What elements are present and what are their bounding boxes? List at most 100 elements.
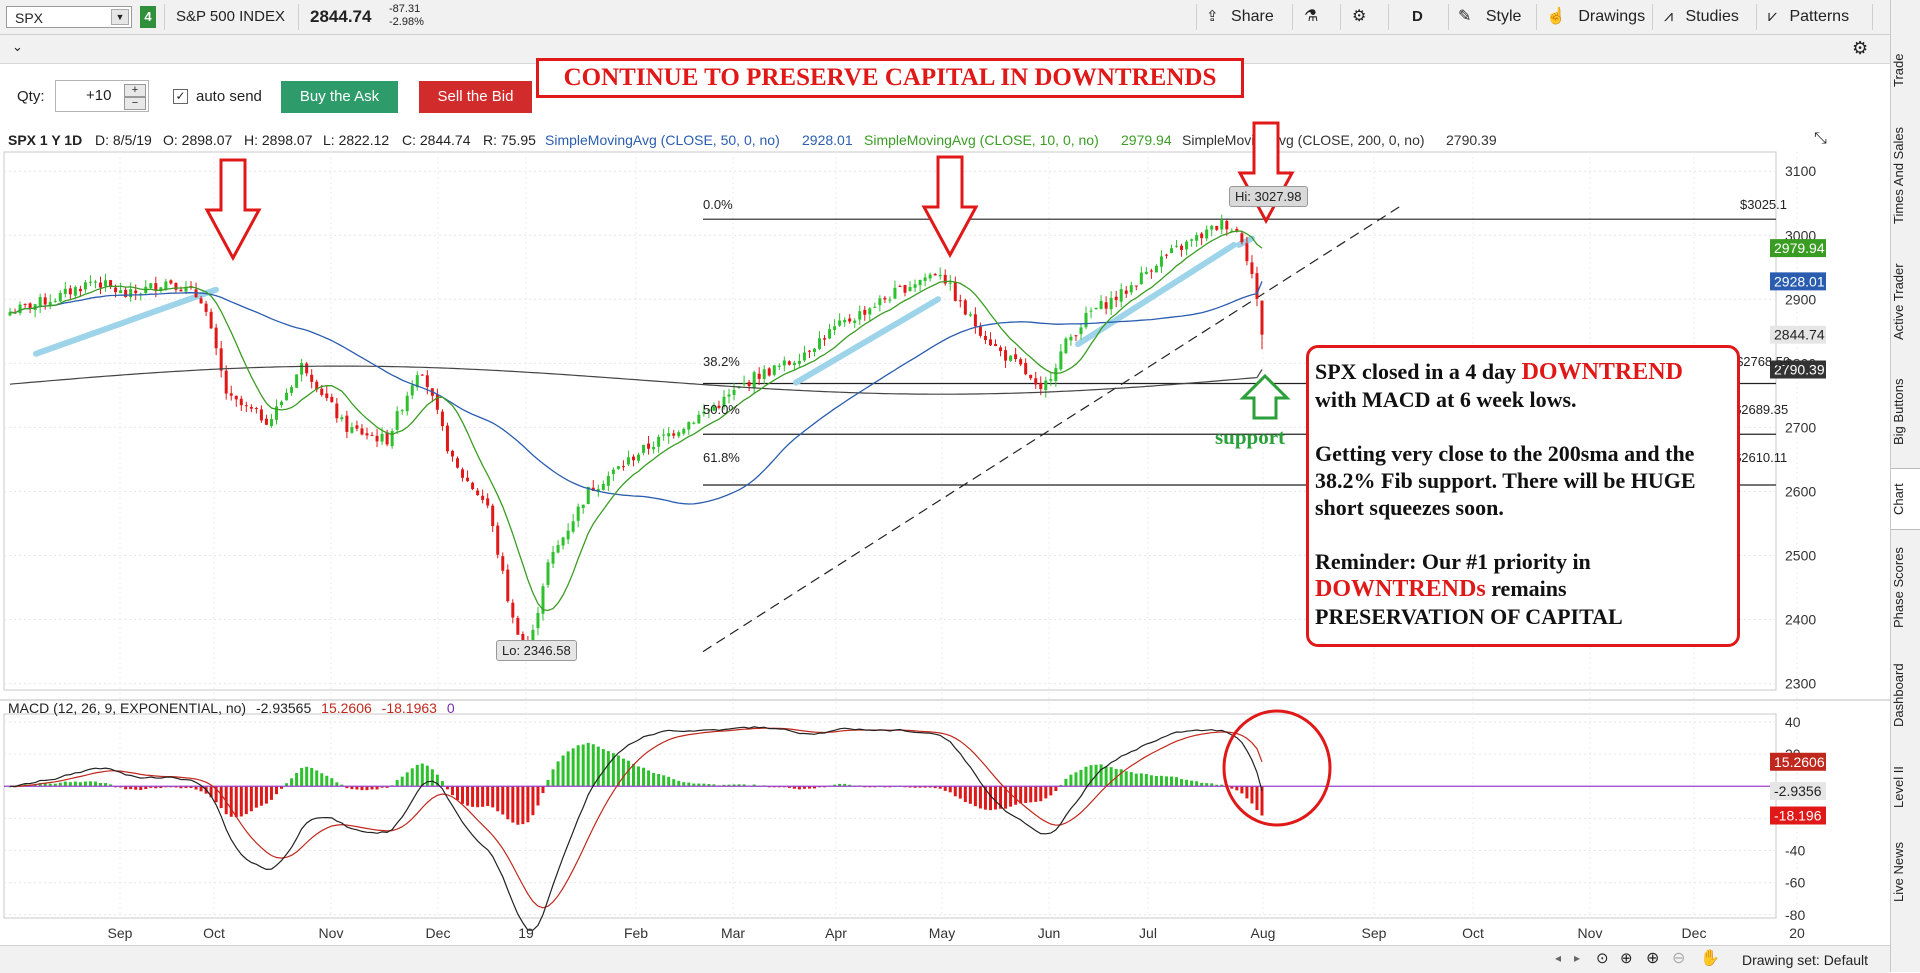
- macd-panel: [4, 726, 1776, 931]
- macd-histogram-bar: [43, 783, 47, 787]
- fit-icon[interactable]: ⊙: [1596, 950, 1609, 967]
- candle-body: [531, 629, 535, 650]
- scroll-left-icon[interactable]: ◂: [1555, 951, 1562, 965]
- tab-active-trader[interactable]: Active Trader: [1891, 263, 1906, 341]
- candle-body: [164, 281, 168, 290]
- candle: [73, 285, 77, 300]
- macd-histogram-bar: [787, 786, 791, 788]
- sma10-label[interactable]: SimpleMovingAvg (CLOSE, 10, 0, no): [864, 132, 1099, 148]
- share-button[interactable]: ⇪ Share: [1206, 5, 1274, 29]
- buy-the-ask-button[interactable]: Buy the Ask: [281, 81, 398, 113]
- candle: [124, 286, 128, 298]
- candle: [340, 414, 344, 422]
- style-button[interactable]: ✎ Style: [1458, 5, 1521, 29]
- zoom-out-icon[interactable]: ⊖: [1672, 950, 1686, 967]
- flask-icon[interactable]: ⚗: [1304, 8, 1319, 25]
- tab-big-buttons[interactable]: Big Buttons: [1891, 378, 1906, 446]
- tab-chart[interactable]: Chart: [1891, 468, 1920, 530]
- tab-trade[interactable]: Trade: [1891, 53, 1906, 87]
- candle: [325, 386, 329, 402]
- divider: [1340, 4, 1341, 30]
- trend-highlights: [33, 235, 1255, 386]
- macd-histogram-bar: [1104, 766, 1108, 787]
- macd-diff-badge: -18.196: [1770, 806, 1826, 825]
- candle: [1154, 264, 1158, 273]
- drawings-button[interactable]: ☝ Drawings: [1546, 5, 1645, 29]
- zoom-in-icon[interactable]: ⊕: [1646, 950, 1660, 967]
- decrement-icon[interactable]: −: [124, 97, 146, 110]
- chevron-down-icon[interactable]: ▼: [111, 9, 129, 25]
- candle-body: [787, 361, 791, 365]
- sma200-label[interactable]: SimpleMovingAvg (CLOSE, 200, 0, no): [1182, 132, 1425, 148]
- candle-body: [199, 298, 203, 304]
- symbol-selector[interactable]: SPX ▼: [6, 6, 132, 28]
- aggregation-button[interactable]: D: [1412, 8, 1423, 25]
- scroll-right-icon[interactable]: ▸: [1574, 951, 1581, 965]
- symbol-text: SPX: [15, 10, 44, 26]
- candle: [797, 353, 801, 367]
- candle-body: [481, 495, 485, 500]
- candle: [1250, 255, 1254, 279]
- gear-icon[interactable]: ⚙: [1352, 8, 1367, 25]
- tab-live-news[interactable]: Live News: [1891, 842, 1906, 902]
- candle: [305, 361, 309, 377]
- candle-body: [370, 434, 374, 436]
- gear-icon[interactable]: ⚙: [1852, 38, 1869, 58]
- candle: [687, 421, 691, 435]
- candle: [1255, 266, 1259, 307]
- macd-histogram-bar: [104, 783, 108, 787]
- qty-input[interactable]: +10 + −: [55, 80, 149, 112]
- fib-0-label: 0.0%: [703, 197, 733, 212]
- expand-chart-icon[interactable]: ⤡: [1814, 130, 1827, 147]
- macd-histogram-bar: [802, 786, 806, 789]
- price-axis[interactable]: [1764, 0, 1890, 945]
- macd-histogram-bar: [601, 749, 605, 787]
- candle-body: [33, 304, 37, 311]
- macd-histogram-bar: [139, 786, 143, 791]
- candle-body: [807, 350, 811, 352]
- candle: [762, 365, 766, 385]
- drawing-set-label[interactable]: Drawing set: Default: [1742, 952, 1869, 968]
- studies-button[interactable]: ⩘ Studies: [1664, 5, 1739, 29]
- candle: [1079, 324, 1083, 340]
- crosshair-icon[interactable]: ⊕: [1620, 950, 1633, 967]
- link-group-badge[interactable]: 4: [140, 6, 156, 28]
- candle: [1044, 376, 1048, 398]
- patterns-button[interactable]: ⩗ Patterns: [1768, 5, 1849, 29]
- candle-body: [1159, 256, 1163, 267]
- candle: [883, 295, 887, 303]
- macd-histogram-bar: [657, 773, 661, 787]
- candle-body: [445, 425, 449, 452]
- tab-phase-scores[interactable]: Phase Scores: [1891, 547, 1906, 629]
- pan-hand-icon[interactable]: ✋: [1700, 950, 1720, 967]
- increment-icon[interactable]: +: [124, 84, 146, 97]
- sma50-label[interactable]: SimpleMovingAvg (CLOSE, 50, 0, no): [545, 132, 780, 148]
- candle: [1114, 291, 1118, 308]
- macd-histogram-bar: [1039, 786, 1043, 802]
- macd-label[interactable]: MACD (12, 26, 9, EXPONENTIAL, no): [8, 700, 247, 716]
- macd-histogram-bar: [224, 786, 228, 815]
- macd-histogram-bar: [214, 786, 218, 803]
- price-panel-frame: [3, 151, 1777, 691]
- tab-dashboard[interactable]: Dashboard: [1891, 663, 1906, 727]
- auto-send-checkbox[interactable]: ✓: [173, 89, 188, 104]
- candle: [23, 303, 27, 308]
- macd-histogram-bar: [1255, 786, 1259, 811]
- candle: [672, 429, 676, 439]
- macd-histogram-bar: [58, 782, 62, 787]
- collapse-chevron-icon[interactable]: ⌄: [12, 39, 23, 54]
- candle: [209, 308, 213, 330]
- candle-body: [752, 372, 756, 388]
- candle-body: [657, 436, 661, 447]
- candle-body: [129, 289, 133, 298]
- macd-histogram-bar: [445, 786, 449, 790]
- sell-the-bid-button[interactable]: Sell the Bid: [419, 81, 532, 113]
- candle: [667, 427, 671, 444]
- candle-body: [611, 469, 615, 475]
- candle-body: [712, 406, 716, 411]
- time-tick-label: Aug: [1251, 925, 1276, 941]
- tab-times-and-sales[interactable]: Times And Sales: [1891, 126, 1906, 224]
- sma10-badge-text: 2979.94: [1774, 240, 1825, 256]
- candle-body: [104, 280, 108, 286]
- tab-level-ii[interactable]: Level II: [1891, 766, 1906, 808]
